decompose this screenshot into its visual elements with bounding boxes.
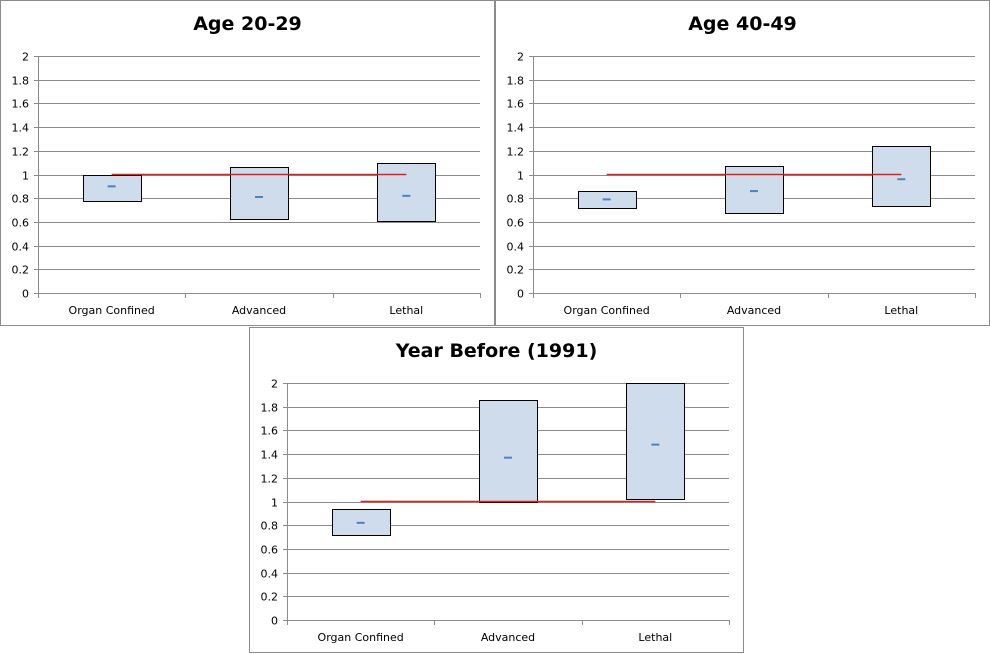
y-tick-label: 0.4 [507, 241, 525, 254]
y-tick-label: 0.8 [261, 520, 279, 533]
y-tick-label: 1.8 [507, 75, 525, 88]
y-tick-label: 1.2 [12, 146, 30, 159]
x-category-label: Organ Confined [69, 304, 155, 317]
x-category-label: Lethal [389, 304, 423, 317]
y-tick-label: 0.4 [261, 568, 279, 581]
y-tick-label: 0.2 [507, 264, 525, 277]
range-box [872, 146, 931, 207]
y-tick-label: 0.6 [261, 544, 279, 557]
y-tick-label: 0.2 [261, 591, 279, 604]
y-tick-label: 0 [271, 615, 278, 628]
y-tick-label: 1.6 [507, 98, 525, 111]
chart-panel-age-40-49: Age 40-49 0 0.2 0.4 0.6 0.8 1 1.2 1.4 1.6 1.8 2 Org… [495, 0, 990, 326]
chart-panel-year-before-1991: Year Before (1991) 0 0.2 0.4 0.6 0.8 1 1.2 1.4 1… [249, 327, 744, 653]
y-tick-label: 1.4 [507, 122, 525, 135]
chart-panel-age-20-29: Age 20-29 0 0.2 0.4 0.6 0.8 1 1.2 1.4 1.6 1.8 2 Org… [0, 0, 495, 326]
chart-plot: 0 0.2 0.4 0.6 0.8 1 1.2 1.4 1.6 1.8 2 Organ Confine… [507, 51, 976, 317]
y-tick-label: 0.8 [12, 193, 30, 206]
chart-plot: 0 0.2 0.4 0.6 0.8 1 1.2 1.4 1.6 1.8 2 Organ Confine… [12, 51, 481, 317]
range-box [377, 163, 436, 222]
chart-title: Year Before (1991) [395, 340, 598, 362]
y-tick-label: 1.8 [12, 75, 30, 88]
y-tick-label: 2 [517, 51, 524, 64]
range-box [626, 383, 685, 500]
y-tick-label: 2 [271, 378, 278, 391]
range-box [230, 167, 289, 220]
y-tick-label: 0.6 [12, 217, 30, 230]
y-tick-label: 1 [517, 170, 524, 183]
y-tick-label: 2 [22, 51, 29, 64]
y-tick-label: 1 [22, 170, 29, 183]
chart-title: Age 20-29 [193, 13, 302, 35]
x-category-label: Lethal [884, 304, 918, 317]
y-tick-label: 1.2 [261, 473, 279, 486]
y-tick-label: 0.2 [12, 264, 30, 277]
range-box [83, 175, 142, 202]
x-category-label: Advanced [232, 304, 286, 317]
y-tick-label: 1.8 [261, 402, 279, 415]
y-tick-label: 1.2 [507, 146, 525, 159]
y-tick-label: 1 [271, 497, 278, 510]
x-category-label: Advanced [481, 631, 535, 644]
x-category-label: Advanced [727, 304, 781, 317]
x-category-label: Organ Confined [318, 631, 404, 644]
range-box [725, 166, 784, 214]
range-box [479, 400, 538, 503]
chart-plot: 0 0.2 0.4 0.6 0.8 1 1.2 1.4 1.6 1.8 2 Organ Confine… [261, 378, 730, 644]
x-category-label: Lethal [638, 631, 672, 644]
y-tick-label: 1.4 [12, 122, 30, 135]
y-tick-label: 1.6 [12, 98, 30, 111]
y-tick-label: 1.4 [261, 449, 279, 462]
y-tick-label: 1.6 [261, 425, 279, 438]
y-tick-label: 0.4 [12, 241, 30, 254]
y-tick-label: 0.6 [507, 217, 525, 230]
x-category-label: Organ Confined [564, 304, 650, 317]
chart-title: Age 40-49 [688, 13, 797, 35]
y-tick-label: 0 [22, 288, 29, 301]
y-tick-label: 0 [517, 288, 524, 301]
y-tick-label: 0.8 [507, 193, 525, 206]
